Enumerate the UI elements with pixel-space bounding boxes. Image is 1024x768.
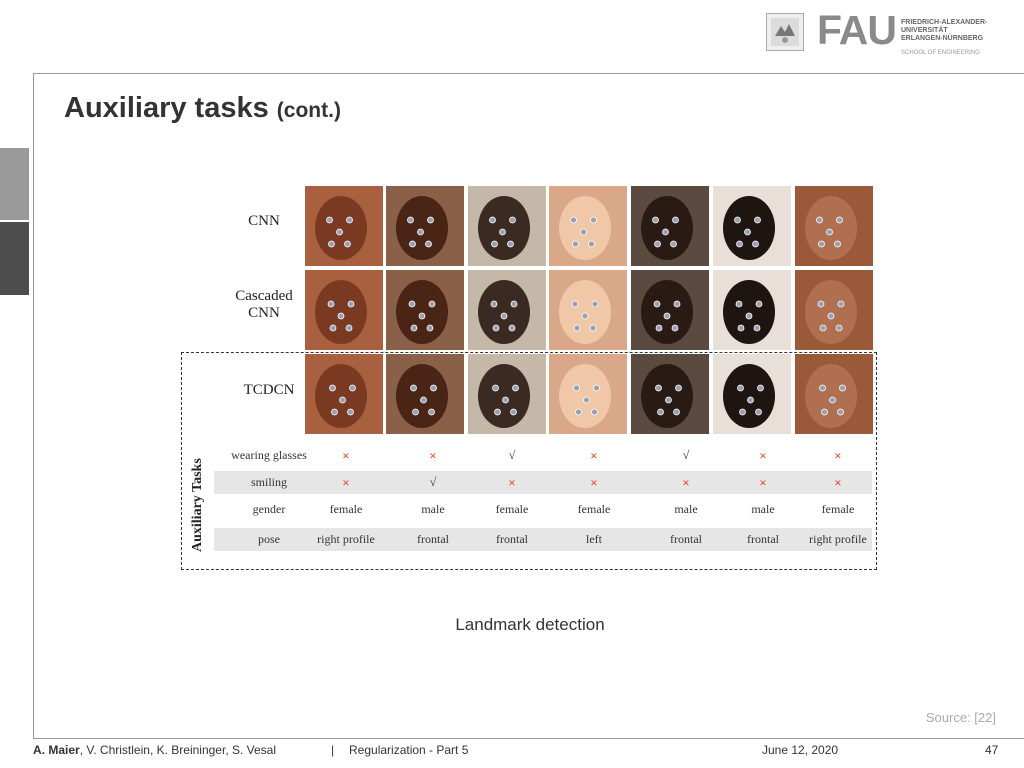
table-cell: female xyxy=(495,502,529,516)
table-cell: √ xyxy=(429,475,437,489)
school-name: SCHOOL OF ENGINEERING xyxy=(901,50,980,56)
table-cell: × xyxy=(342,448,350,463)
footer-authors: A. Maier, V. Christlein, K. Breininger, … xyxy=(33,743,277,757)
face-image xyxy=(795,270,873,350)
side-tab-1 xyxy=(0,148,29,220)
table-cell: frontal xyxy=(417,532,449,546)
table-cell: × xyxy=(590,448,598,463)
table-cell: frontal xyxy=(496,532,528,546)
table-row-label: pose xyxy=(258,532,280,546)
row-label-cascaded-cnn: Cascaded CNN xyxy=(235,288,293,321)
table-row-label: wearing glasses xyxy=(231,448,307,462)
table-cell: × xyxy=(759,448,767,463)
row-label-tcdcn: TCDCN xyxy=(243,382,295,398)
table-row: gender female male female female male male fema… xyxy=(214,498,872,521)
face-image xyxy=(386,270,464,350)
table-cell: √ xyxy=(508,448,516,462)
face-image xyxy=(305,354,383,434)
side-tab-2 xyxy=(0,222,29,295)
table-cell: × xyxy=(682,475,690,490)
frame-top-line xyxy=(33,73,1024,74)
table-cell: male xyxy=(421,502,445,516)
auxiliary-tasks-box xyxy=(181,352,877,570)
table-cell: × xyxy=(508,475,516,490)
frame-left-line xyxy=(33,73,34,738)
svg-text:Auxiliary Tasks: Auxiliary Tasks xyxy=(190,458,205,552)
face-image xyxy=(468,270,546,350)
university-name: FRIEDRICH-ALEXANDER- UNIVERSITÄT ERLANGE… xyxy=(901,19,988,42)
footer-separator: | xyxy=(331,743,335,757)
table-cell: male xyxy=(674,502,698,516)
table-cell: frontal xyxy=(670,532,702,546)
face-image xyxy=(305,270,383,350)
row-label-cnn: CNN xyxy=(248,213,280,229)
footer-lecture: Regularization - Part 5 xyxy=(349,743,469,757)
table-cell: √ xyxy=(682,448,690,462)
face-image xyxy=(713,270,791,350)
table-cell: right profile xyxy=(317,532,375,546)
face-image xyxy=(549,270,627,350)
table-cell: left xyxy=(586,532,602,546)
face-image xyxy=(549,186,627,266)
table-row-label: gender xyxy=(252,502,286,516)
face-image xyxy=(713,186,791,266)
face-image xyxy=(795,186,873,266)
fau-logo: FAU xyxy=(817,7,897,53)
auxiliary-tasks-label: Auxiliary Tasks xyxy=(183,440,209,556)
table-cell: × xyxy=(342,475,350,490)
face-image xyxy=(468,186,546,266)
table-cell: × xyxy=(834,475,842,490)
face-image xyxy=(713,354,791,434)
face-image xyxy=(631,354,709,434)
table-cell: right profile xyxy=(809,532,867,546)
face-image xyxy=(795,354,873,434)
table-cell: female xyxy=(821,502,855,516)
face-image xyxy=(468,354,546,434)
source-citation: Source: [22] xyxy=(925,710,996,725)
table-cell: × xyxy=(590,475,598,490)
table-cell: frontal xyxy=(747,532,779,546)
table-cell: × xyxy=(759,475,767,490)
table-row-label: smiling xyxy=(250,475,287,489)
table-cell: female xyxy=(329,502,363,516)
figure-caption: Landmark detection xyxy=(455,615,605,634)
footer-page-number: 47 xyxy=(985,743,999,757)
face-image xyxy=(386,186,464,266)
table-row: wearing glasses × × √ × √ × × xyxy=(214,444,872,467)
footer-date: June 12, 2020 xyxy=(762,743,839,757)
table-cell: × xyxy=(834,448,842,463)
table-row: smiling × √ × × × × × xyxy=(214,471,872,494)
table-cell: male xyxy=(751,502,775,516)
frame-bottom-line xyxy=(33,738,1024,739)
table-row: pose right profile frontal frontal left front… xyxy=(214,528,872,551)
university-seal-icon xyxy=(766,13,804,51)
table-cell: female xyxy=(577,502,611,516)
table-cell: × xyxy=(429,448,437,463)
face-image xyxy=(631,186,709,266)
face-image xyxy=(305,186,383,266)
face-image xyxy=(386,354,464,434)
slide-title: Auxiliary tasks (cont.) xyxy=(64,92,341,124)
face-image xyxy=(631,270,709,350)
face-image xyxy=(549,354,627,434)
